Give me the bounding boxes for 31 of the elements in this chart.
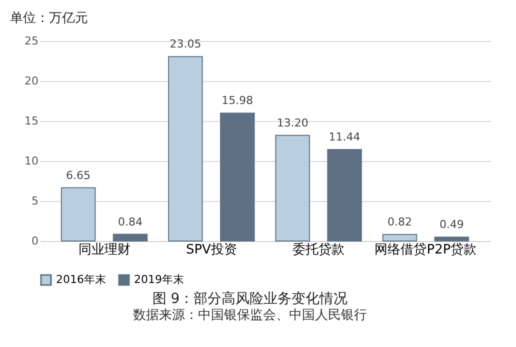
bar [60, 187, 96, 242]
legend-label: 2019年末 [134, 273, 184, 286]
y-tick-label: 20 [24, 74, 38, 88]
data-label: 0.82 [387, 215, 412, 228]
bar [382, 234, 418, 242]
x-tick-label: SPV投资 [186, 242, 237, 258]
x-tick-label: 同业理财 [78, 242, 130, 258]
data-label: 6.65 [66, 168, 91, 182]
y-tick-label: 25 [24, 34, 38, 48]
data-label: 23.05 [170, 38, 202, 51]
bar [112, 234, 148, 242]
data-label: 0.49 [439, 218, 464, 232]
bar [327, 148, 362, 242]
y-tick-label: 10 [24, 154, 38, 168]
bar [275, 134, 310, 242]
data-label: 11.44 [328, 130, 360, 144]
bar [220, 112, 255, 242]
bar [434, 236, 470, 242]
x-tick-label: 委托贷款 [292, 242, 345, 258]
text: 图 9：部分高风险业务变化情况 [152, 291, 348, 307]
bar [168, 56, 203, 242]
x-tick-label: 网络借贷P2P贷款 [374, 242, 477, 258]
y-tick-label: 15 [24, 114, 38, 128]
data-label: 13.20 [276, 116, 308, 130]
data-label: 15.98 [222, 94, 254, 108]
source-note: 数据来源：中国银保监会、中国人民银行 [133, 308, 367, 323]
data-label: 0.84 [118, 215, 143, 228]
legend-label: 2016年末 [56, 273, 106, 286]
y-axis-title: 单位：万亿元 [10, 11, 88, 26]
y-tick-label: 5 [32, 194, 38, 208]
y-tick-label: 0 [32, 234, 38, 248]
